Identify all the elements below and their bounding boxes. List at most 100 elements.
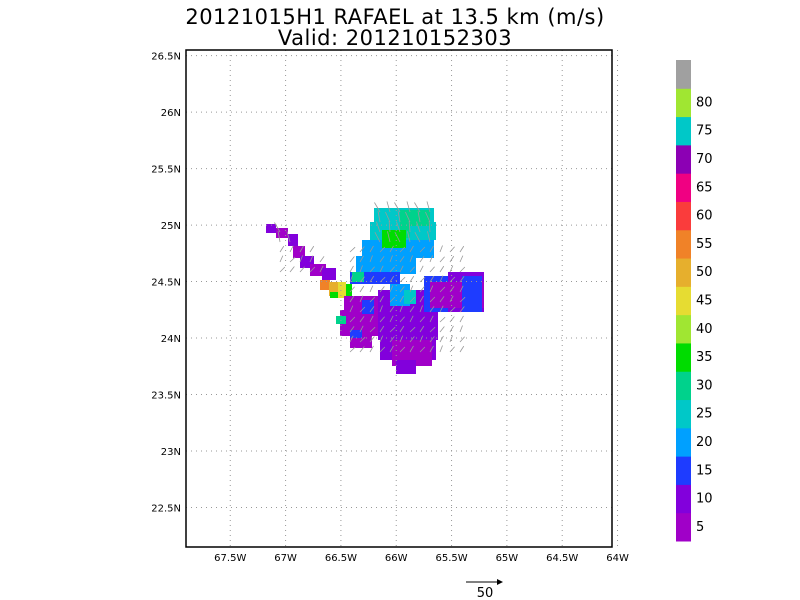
wind-vector xyxy=(409,345,414,353)
wind-vector xyxy=(459,306,465,313)
lon-label: 64W xyxy=(606,553,629,564)
wind-vector xyxy=(396,221,401,233)
wind-vector xyxy=(388,221,391,233)
wind-vector xyxy=(374,202,381,213)
colorbar-label: 75 xyxy=(696,124,713,139)
colorbar-label: 60 xyxy=(696,209,713,224)
wind-vector xyxy=(459,255,464,263)
wind-vector xyxy=(429,285,434,293)
wind-vector xyxy=(439,245,443,253)
wind-vector xyxy=(379,325,385,333)
wind-vector xyxy=(379,305,383,313)
wind-vector xyxy=(427,231,431,243)
wind-vector xyxy=(425,211,431,223)
wind-vector xyxy=(369,266,375,273)
wind-vector xyxy=(309,266,316,273)
wind-vector xyxy=(399,305,403,313)
wind-vector xyxy=(409,266,415,273)
wind-vector xyxy=(299,255,303,263)
wind-vector xyxy=(408,221,411,233)
wind-vector xyxy=(349,316,356,323)
lat-label: 25N xyxy=(161,221,181,232)
wind-vector xyxy=(389,275,395,283)
wind-vector xyxy=(419,276,426,283)
wind-vector xyxy=(379,295,384,303)
wind-vector xyxy=(379,265,384,273)
wind-vector xyxy=(409,285,414,293)
colorbar-label: 40 xyxy=(696,322,713,337)
wind-vector xyxy=(359,346,365,353)
lat-label: 23.5N xyxy=(151,391,181,402)
wind-vector xyxy=(369,326,376,333)
wind-vector xyxy=(389,326,396,333)
wind-vector xyxy=(389,345,394,353)
wind-vector xyxy=(399,325,405,333)
wind-vector xyxy=(449,286,455,293)
colorbar-label: 35 xyxy=(696,350,713,365)
wind-vector xyxy=(429,306,435,313)
colorbar-swatch xyxy=(676,88,691,118)
reference-arrow-head xyxy=(497,579,503,585)
wind-vector xyxy=(349,326,355,333)
wind-vector xyxy=(419,335,424,343)
wind-vector xyxy=(429,296,436,303)
wind-vector xyxy=(379,256,385,263)
wind-vector xyxy=(399,276,406,283)
wind-vector xyxy=(399,316,405,323)
lat-label: 26N xyxy=(161,108,181,119)
colorbar-swatch xyxy=(676,399,691,429)
wind-vector xyxy=(359,306,366,313)
wind-vector xyxy=(319,265,324,273)
colorbar-label: 30 xyxy=(696,378,713,393)
wind-vector xyxy=(279,266,286,273)
wind-vector xyxy=(419,325,425,333)
wind-cell xyxy=(338,282,346,298)
wind-vector xyxy=(429,336,435,343)
wind-vector xyxy=(426,201,431,213)
wind-vector xyxy=(359,336,366,343)
wind-vector xyxy=(419,305,423,313)
wind-vector xyxy=(299,266,305,273)
wind-vector xyxy=(286,231,291,243)
wind-vector xyxy=(379,316,385,323)
wind-vector xyxy=(399,346,406,353)
wind-cell xyxy=(330,292,338,298)
wind-vector xyxy=(409,255,413,263)
wind-vector xyxy=(389,285,394,293)
wind-vector xyxy=(349,256,355,263)
colorbar-swatch xyxy=(676,342,691,372)
colorbar-swatch xyxy=(676,173,691,202)
wind-vector xyxy=(459,266,466,273)
lon-label: 65.5W xyxy=(435,553,467,564)
wind-vector xyxy=(389,315,394,323)
wind-vector xyxy=(417,211,421,223)
wind-cell xyxy=(362,240,434,258)
wind-field xyxy=(266,201,484,374)
wind-vector xyxy=(369,245,374,253)
wind-vector xyxy=(299,245,304,253)
wind-vector xyxy=(439,296,445,303)
wind-vector xyxy=(449,276,456,283)
wind-vector xyxy=(369,345,374,353)
wind-cell xyxy=(396,360,416,374)
wind-vector xyxy=(414,202,421,213)
colorbar-swatch xyxy=(676,258,691,287)
wind-vector xyxy=(369,306,375,313)
colorbar-label: 15 xyxy=(696,463,713,478)
wind-vector xyxy=(377,211,381,223)
wind-vector xyxy=(349,305,354,313)
wind-vector xyxy=(409,315,414,323)
wind-vector xyxy=(429,275,435,283)
wind-vector xyxy=(439,316,446,323)
lat-label: 22.5N xyxy=(151,503,181,514)
wind-cell xyxy=(266,224,276,233)
wind-vector xyxy=(349,295,355,303)
wind-cell xyxy=(462,276,482,312)
wind-vector xyxy=(379,246,386,253)
wind-vector xyxy=(449,246,455,253)
wind-vector xyxy=(406,201,411,213)
lat-label: 26.5N xyxy=(151,52,181,63)
wind-cell xyxy=(356,256,416,274)
wind-vector xyxy=(349,246,356,253)
